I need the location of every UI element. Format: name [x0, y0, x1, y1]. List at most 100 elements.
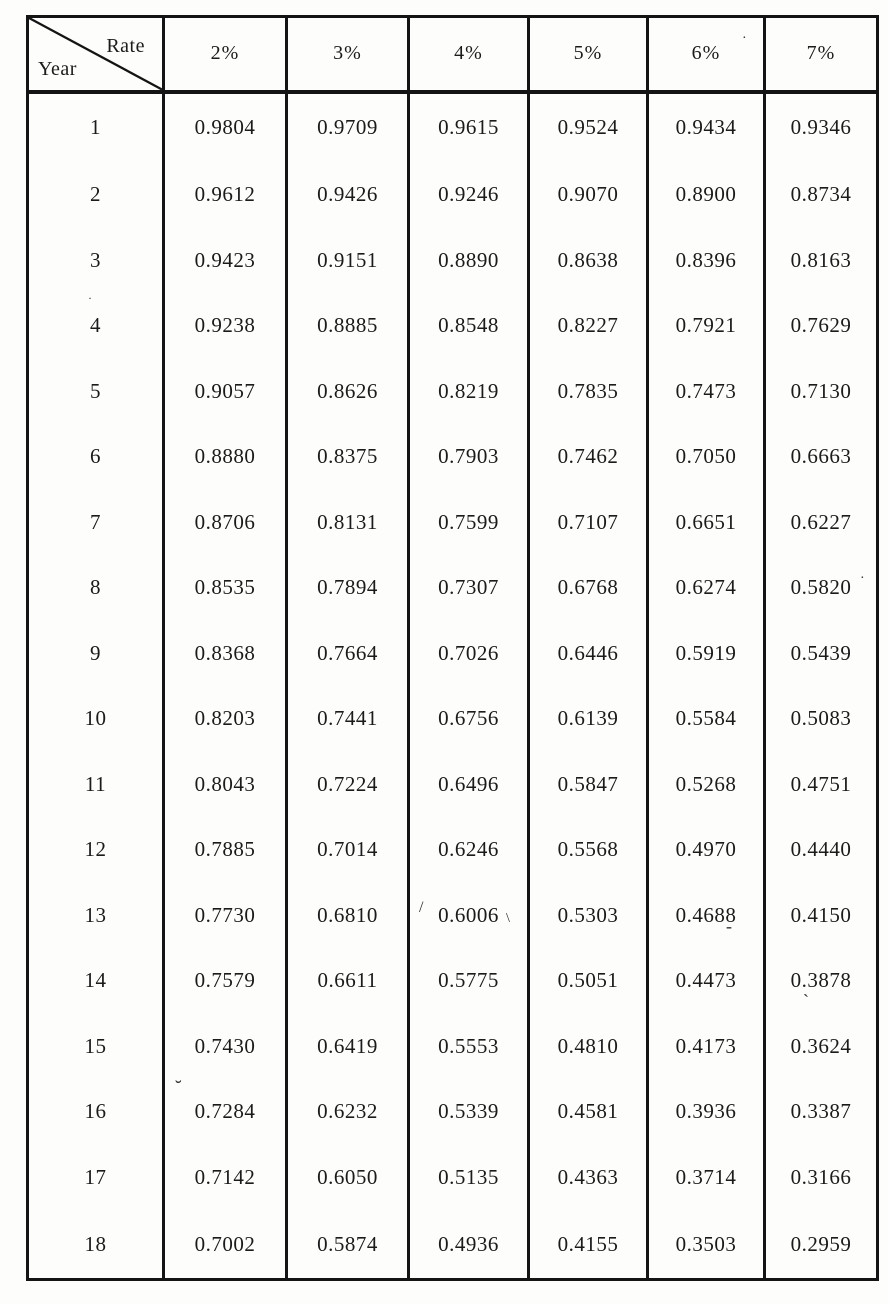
factor-cell: 0.7050 [646, 423, 765, 490]
factor-cell: 0.8900 [646, 161, 765, 228]
factor-cell: 0.7664 [285, 620, 409, 686]
table-row: 4 0.9238 0.8885 0.8548 0.8227 0.7921 0.7629 [28, 292, 878, 359]
factor-cell: 0.4473 [646, 948, 765, 1014]
factor-cell: 0.7730 [162, 882, 287, 949]
factor-cell: 0.4688 [646, 882, 765, 949]
year-cell: 12 [84, 837, 107, 862]
year-cell: 10 [84, 706, 107, 731]
factor-cell: 0.8368 [162, 620, 287, 686]
factor-cell: 0.7307 [407, 554, 529, 621]
factor-cell: 0.8638 [527, 227, 648, 293]
year-cell: 3 [90, 247, 101, 272]
factor-cell: 0.4440 [763, 817, 878, 883]
table-row: 3 0.9423 0.9151 0.8890 0.8638 0.8396 0.8163 [28, 227, 878, 293]
table-body: 1 0.9804 0.9709 0.9615 0.9524 0.9434 0.9346 2 0.… [28, 91, 878, 1280]
year-cell: 8 [90, 575, 101, 600]
factor-cell: 0.7903 [407, 423, 529, 490]
factor-cell: 0.9057 [162, 358, 287, 424]
factor-cell: 0.9434 [646, 91, 765, 162]
diagonal-divider [29, 18, 162, 90]
factor-cell: 0.3503 [646, 1210, 765, 1280]
factor-cell: 0.6496 [407, 751, 529, 818]
header-row: Rate Year 2% 3% 4% 5% 6% 7% [27, 16, 878, 94]
factor-cell: 0.7835 [527, 358, 648, 424]
factor-cell: 0.4150 [763, 882, 878, 949]
factor-cell: 0.7894 [285, 554, 409, 621]
table-row: 5 0.9057 0.8626 0.8219 0.7835 0.7473 0.7130 [28, 358, 878, 424]
corner-year-label: Year [38, 57, 77, 80]
factor-cell: 0.9246 [407, 161, 529, 228]
rate-header-6pct: 6% [646, 16, 765, 94]
factor-cell: 0.6050 [285, 1144, 409, 1211]
factor-cell: 0.5051 [527, 948, 648, 1014]
factor-cell: 0.8706 [162, 489, 287, 555]
factor-cell: 0.8043 [162, 751, 287, 818]
factor-cell: 0.4363 [527, 1144, 648, 1211]
factor-cell: 0.5919 [646, 620, 765, 686]
factor-cell: 0.6246 [407, 817, 529, 883]
factor-cell: 0.7579 [162, 948, 287, 1014]
factor-cell: 0.9709 [285, 91, 409, 162]
factor-cell: 0.6139 [527, 686, 648, 752]
factor-cell: 0.7014 [285, 817, 409, 883]
factor-cell: 0.3936 [646, 1079, 765, 1145]
factor-cell: 0.3714 [646, 1144, 765, 1211]
factor-cell: 0.6611 [285, 948, 409, 1014]
factor-cell: 0.5339 [407, 1079, 529, 1145]
factor-cell: 0.8880 [162, 423, 287, 490]
factor-cell: 0.4970 [646, 817, 765, 883]
table-row: 11 0.8043 0.7224 0.6496 0.5847 0.5268 0.4751 [28, 751, 878, 818]
factor-cell: 0.7921 [646, 292, 765, 359]
factor-cell: 0.9615 [407, 91, 529, 162]
factor-cell: 0.6768 [527, 554, 648, 621]
factor-cell: 0.9804 [162, 91, 287, 162]
factor-cell: 0.7284 [162, 1079, 287, 1145]
year-cell: 9 [90, 640, 101, 665]
factor-cell: 0.4173 [646, 1013, 765, 1080]
factor-cell: 0.6651 [646, 489, 765, 555]
table-row: 10 0.8203 0.7441 0.6756 0.6139 0.5584 0.5083 [28, 686, 878, 752]
factor-cell: 0.7107 [527, 489, 648, 555]
factor-cell: 0.5584 [646, 686, 765, 752]
factor-cell: 0.8535 [162, 554, 287, 621]
table-row: 1 0.9804 0.9709 0.9615 0.9524 0.9434 0.9346 [28, 91, 878, 162]
factor-cell: 0.8203 [162, 686, 287, 752]
factor-cell: 0.6663 [763, 423, 878, 490]
rate-header-3pct: 3% [285, 16, 409, 94]
year-cell: 11 [84, 771, 107, 796]
factor-cell: 0.7885 [162, 817, 287, 883]
year-cell: 1 [90, 115, 101, 140]
table-row: 15 0.7430 0.6419 0.5553 0.4810 0.4173 0.3624 [28, 1013, 878, 1080]
factor-cell: 0.6756 [407, 686, 529, 752]
factor-cell: 0.7629 [763, 292, 878, 359]
table-row: 7 0.8706 0.8131 0.7599 0.7107 0.6651 0.6227 [28, 489, 878, 555]
factor-cell: 0.7142 [162, 1144, 287, 1211]
year-cell: 18 [84, 1231, 107, 1256]
factor-cell: 0.7002 [162, 1210, 287, 1280]
factor-cell: 0.6446 [527, 620, 648, 686]
factor-cell: 0.6232 [285, 1079, 409, 1145]
factor-cell: 0.3166 [763, 1144, 878, 1211]
factor-cell: 0.5439 [763, 620, 878, 686]
rate-header-2pct: 2% [162, 16, 287, 94]
factor-cell: 0.7599 [407, 489, 529, 555]
factor-cell: 0.5135 [407, 1144, 529, 1211]
table-row: 2 0.9612 0.9426 0.9246 0.9070 0.8900 0.8734 [28, 161, 878, 228]
factor-cell: 0.9426 [285, 161, 409, 228]
factor-cell: 0.6810 [285, 882, 409, 949]
corner-rate-label: Rate [106, 35, 145, 57]
factor-cell: 0.9151 [285, 227, 409, 293]
factor-cell: 0.9612 [162, 161, 287, 228]
year-cell: 4 [90, 313, 101, 338]
factor-cell: 0.6006 [407, 882, 529, 949]
rate-header-7pct: 7% [763, 16, 878, 94]
factor-cell: 0.8548 [407, 292, 529, 359]
year-cell: 14 [84, 968, 107, 993]
table-row: 17 0.7142 0.6050 0.5135 0.4363 0.3714 0.3166 [28, 1144, 878, 1211]
corner-header-cell: Rate Year [27, 16, 164, 94]
factor-cell: 0.6419 [285, 1013, 409, 1080]
factor-cell: 0.7026 [407, 620, 529, 686]
factor-cell: 0.5268 [646, 751, 765, 818]
factor-cell: 0.4936 [407, 1210, 529, 1280]
factor-cell: 0.2959 [763, 1210, 878, 1280]
